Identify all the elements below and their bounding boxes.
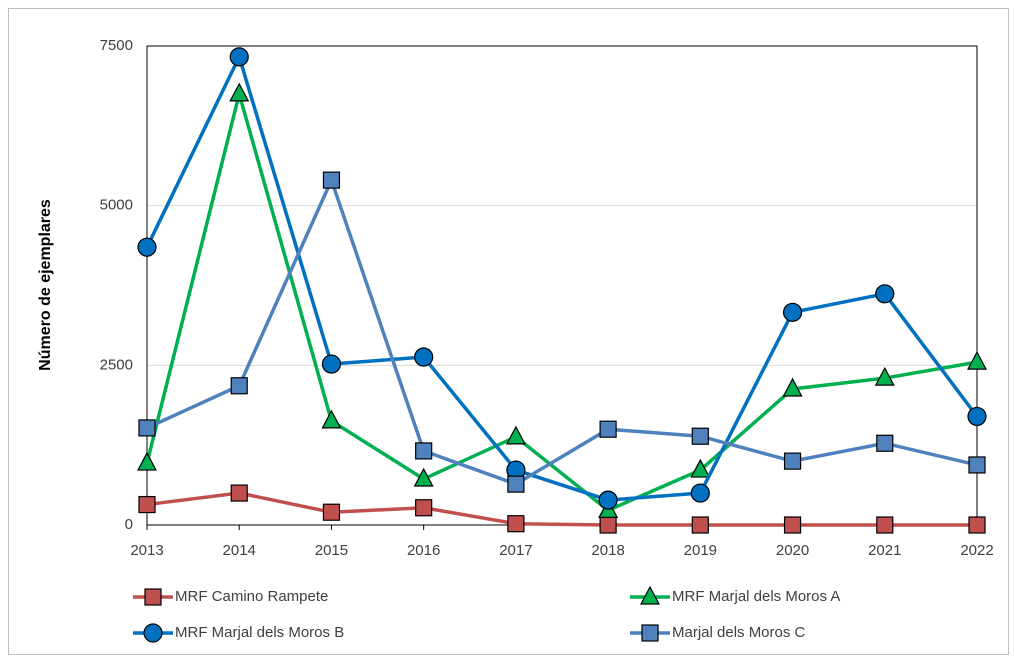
data-point (230, 484, 248, 502)
x-tick-label: 2020 (776, 542, 809, 559)
data-point (968, 456, 986, 474)
data-point (782, 302, 803, 322)
legend-label: MRF Camino Rampete (175, 588, 328, 605)
x-tick-label: 2013 (130, 542, 163, 559)
legend-label: MRF Marjal dels Moros B (175, 624, 344, 641)
chart-border (8, 8, 1009, 655)
series-line (145, 87, 978, 513)
series-line (146, 491, 977, 527)
x-tick-label: 2015 (315, 542, 348, 559)
y-tick-label: 2500 (100, 356, 133, 373)
data-point (414, 347, 434, 367)
data-point (413, 467, 434, 487)
data-point (599, 516, 617, 534)
data-point (138, 419, 156, 437)
data-point (322, 503, 341, 521)
data-point (782, 377, 803, 397)
data-point (783, 516, 802, 534)
data-point (321, 409, 342, 429)
data-point (876, 434, 894, 452)
series-line (146, 175, 978, 487)
data-point (599, 420, 617, 438)
data-point (415, 499, 433, 517)
y-axis-label: Número de ejemplares (37, 199, 54, 371)
y-tick-label: 0 (125, 516, 133, 533)
y-tick-label: 5000 (100, 197, 133, 214)
data-point (875, 284, 895, 304)
series-line (145, 52, 979, 502)
data-point (967, 406, 987, 427)
data-point (690, 483, 710, 503)
data-point (783, 452, 802, 470)
data-point (415, 442, 433, 460)
data-point (505, 425, 526, 445)
data-point (137, 237, 157, 257)
legend-label: MRF Marjal dels Moros A (672, 588, 840, 605)
x-tick-label: 2022 (960, 542, 993, 559)
data-point (138, 495, 156, 514)
x-tick-label: 2018 (591, 542, 624, 559)
x-tick-label: 2014 (223, 542, 256, 559)
data-point (507, 475, 525, 493)
data-point (137, 451, 157, 471)
data-point (229, 82, 250, 102)
data-point (322, 171, 341, 189)
data-point (230, 377, 248, 395)
data-point (229, 47, 249, 67)
data-point (876, 516, 894, 534)
x-tick-label: 2016 (407, 542, 440, 559)
legend-marker (641, 624, 659, 642)
data-point (598, 490, 618, 510)
data-point (691, 427, 709, 445)
data-point (968, 516, 986, 534)
data-point (967, 350, 987, 370)
legend-label: Marjal dels Moros C (672, 624, 806, 641)
data-point (321, 354, 342, 374)
data-point (507, 515, 525, 533)
x-tick-label: 2017 (499, 542, 532, 559)
x-tick-label: 2019 (684, 542, 717, 559)
legend-marker (143, 623, 163, 643)
data-point (691, 516, 709, 534)
legend-marker (144, 588, 162, 606)
legend-marker (640, 585, 660, 605)
x-tick-label: 2021 (868, 542, 901, 559)
data-point (690, 458, 711, 478)
data-point (874, 366, 895, 386)
y-tick-label: 7500 (100, 37, 133, 54)
